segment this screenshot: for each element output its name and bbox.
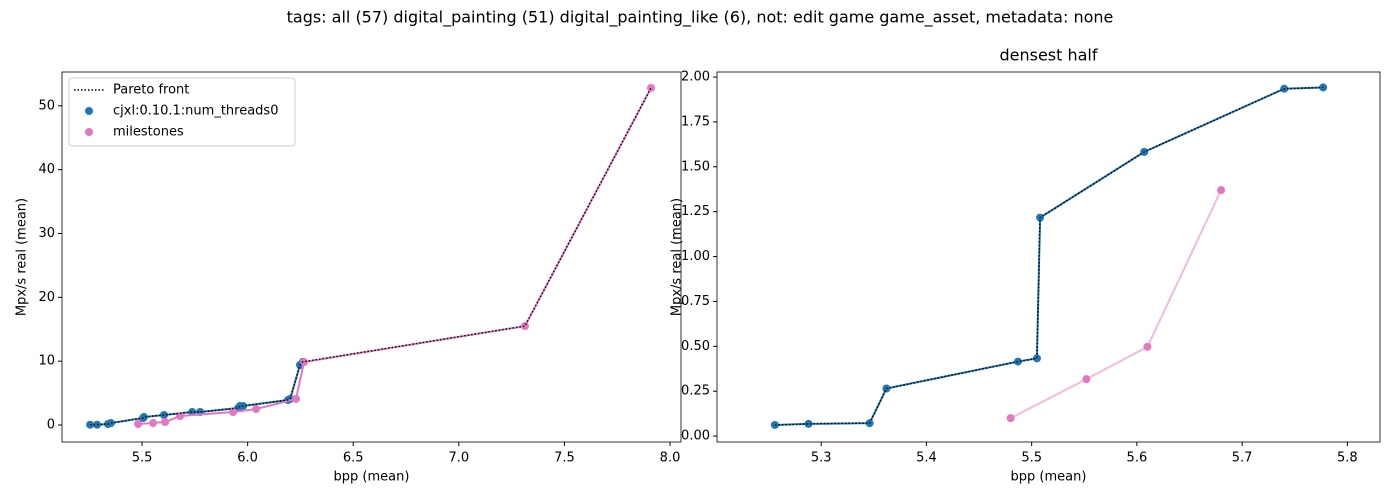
point <box>93 420 102 429</box>
series-line <box>774 86 1324 426</box>
y-tick-label: 0.25 <box>681 384 710 399</box>
legend-marker <box>85 107 93 115</box>
series-line <box>137 87 652 425</box>
legend-label: milestones <box>113 125 184 140</box>
y-tick-label: 2.00 <box>681 70 710 85</box>
axes-frame <box>61 71 682 443</box>
plot-area <box>86 83 656 429</box>
y-tick-label: 0 <box>47 418 55 433</box>
x-tick-label: 5.3 <box>811 451 832 466</box>
point <box>252 405 261 414</box>
x-tick-label: 5.5 <box>132 451 153 466</box>
point <box>1143 342 1152 351</box>
point <box>1217 186 1226 195</box>
x-tick-label: 6.5 <box>343 451 364 466</box>
point <box>1032 354 1041 363</box>
point <box>647 83 656 92</box>
point <box>300 358 309 367</box>
x-tick-label: 5.6 <box>1127 451 1148 466</box>
legend-label: cjxl:0.10.1:num_threads0 <box>113 104 278 119</box>
series-line <box>1010 189 1222 420</box>
x-tick-label: 5.7 <box>1232 451 1253 466</box>
point <box>139 413 148 422</box>
y-tick-label: 0.75 <box>681 294 710 309</box>
legend-label: Pareto front <box>113 83 189 98</box>
x-tick-label: 6.0 <box>237 451 258 466</box>
y-tick-label: 10 <box>38 354 55 369</box>
figure-title: tags: all (57) digital_painting (51) dig… <box>287 8 1114 28</box>
x-tick-label: 8.0 <box>660 451 681 466</box>
point <box>804 419 813 428</box>
point <box>1082 375 1091 384</box>
point <box>161 418 170 427</box>
point <box>1006 414 1015 423</box>
y-tick-label: 1.00 <box>681 249 710 264</box>
point <box>134 419 143 428</box>
axes-title: densest half <box>999 46 1097 65</box>
y-axis-label: Mpx/s real (mean) <box>15 198 30 316</box>
point <box>149 419 158 428</box>
point <box>176 412 185 421</box>
y-tick-label: 1.75 <box>681 114 710 129</box>
y-axis-label: Mpx/s real (mean) <box>670 198 685 316</box>
x-tick-label: 5.5 <box>1021 451 1042 466</box>
x-tick-label: 5.4 <box>916 451 937 466</box>
point <box>160 410 169 419</box>
y-tick-label: 20 <box>38 290 55 305</box>
plot-area <box>770 83 1328 429</box>
y-tick-label: 0.00 <box>681 429 710 444</box>
legend-box <box>68 77 296 147</box>
y-tick-label: 50 <box>38 98 55 113</box>
y-tick-label: 30 <box>38 226 55 241</box>
y-tick-label: 40 <box>38 162 55 177</box>
y-tick-label: 0.50 <box>681 339 710 354</box>
point <box>229 407 238 416</box>
point <box>520 322 529 331</box>
series-line <box>774 86 1324 426</box>
series-line <box>90 87 652 426</box>
y-tick-label: 1.50 <box>681 159 710 174</box>
x-tick-label: 7.5 <box>554 451 575 466</box>
x-tick-label: 5.8 <box>1337 451 1358 466</box>
y-tick-label: 1.25 <box>681 204 710 219</box>
x-axis-label: bpp (mean) <box>1011 470 1087 485</box>
x-tick-label: 7.0 <box>448 451 469 466</box>
x-axis-label: bpp (mean) <box>334 470 410 485</box>
point <box>291 394 300 403</box>
axes-frame <box>716 71 1381 443</box>
point <box>1013 357 1022 366</box>
legend-marker <box>85 128 93 136</box>
